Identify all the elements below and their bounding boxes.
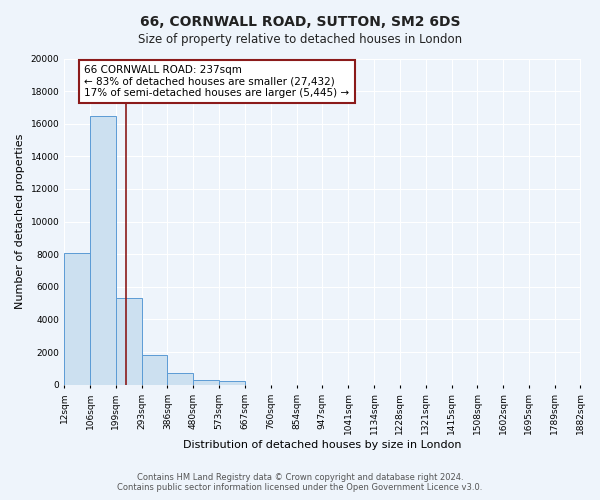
Text: Contains HM Land Registry data © Crown copyright and database right 2024.
Contai: Contains HM Land Registry data © Crown c… — [118, 473, 482, 492]
Bar — [167, 374, 193, 384]
Bar — [64, 252, 90, 384]
Bar — [90, 116, 116, 384]
Bar — [142, 356, 167, 384]
Text: 66 CORNWALL ROAD: 237sqm
← 83% of detached houses are smaller (27,432)
17% of se: 66 CORNWALL ROAD: 237sqm ← 83% of detach… — [85, 65, 349, 98]
Bar — [219, 382, 245, 384]
Bar — [193, 380, 219, 384]
X-axis label: Distribution of detached houses by size in London: Distribution of detached houses by size … — [183, 440, 461, 450]
Text: Size of property relative to detached houses in London: Size of property relative to detached ho… — [138, 32, 462, 46]
Bar — [116, 298, 142, 384]
Y-axis label: Number of detached properties: Number of detached properties — [15, 134, 25, 310]
Text: 66, CORNWALL ROAD, SUTTON, SM2 6DS: 66, CORNWALL ROAD, SUTTON, SM2 6DS — [140, 15, 460, 29]
